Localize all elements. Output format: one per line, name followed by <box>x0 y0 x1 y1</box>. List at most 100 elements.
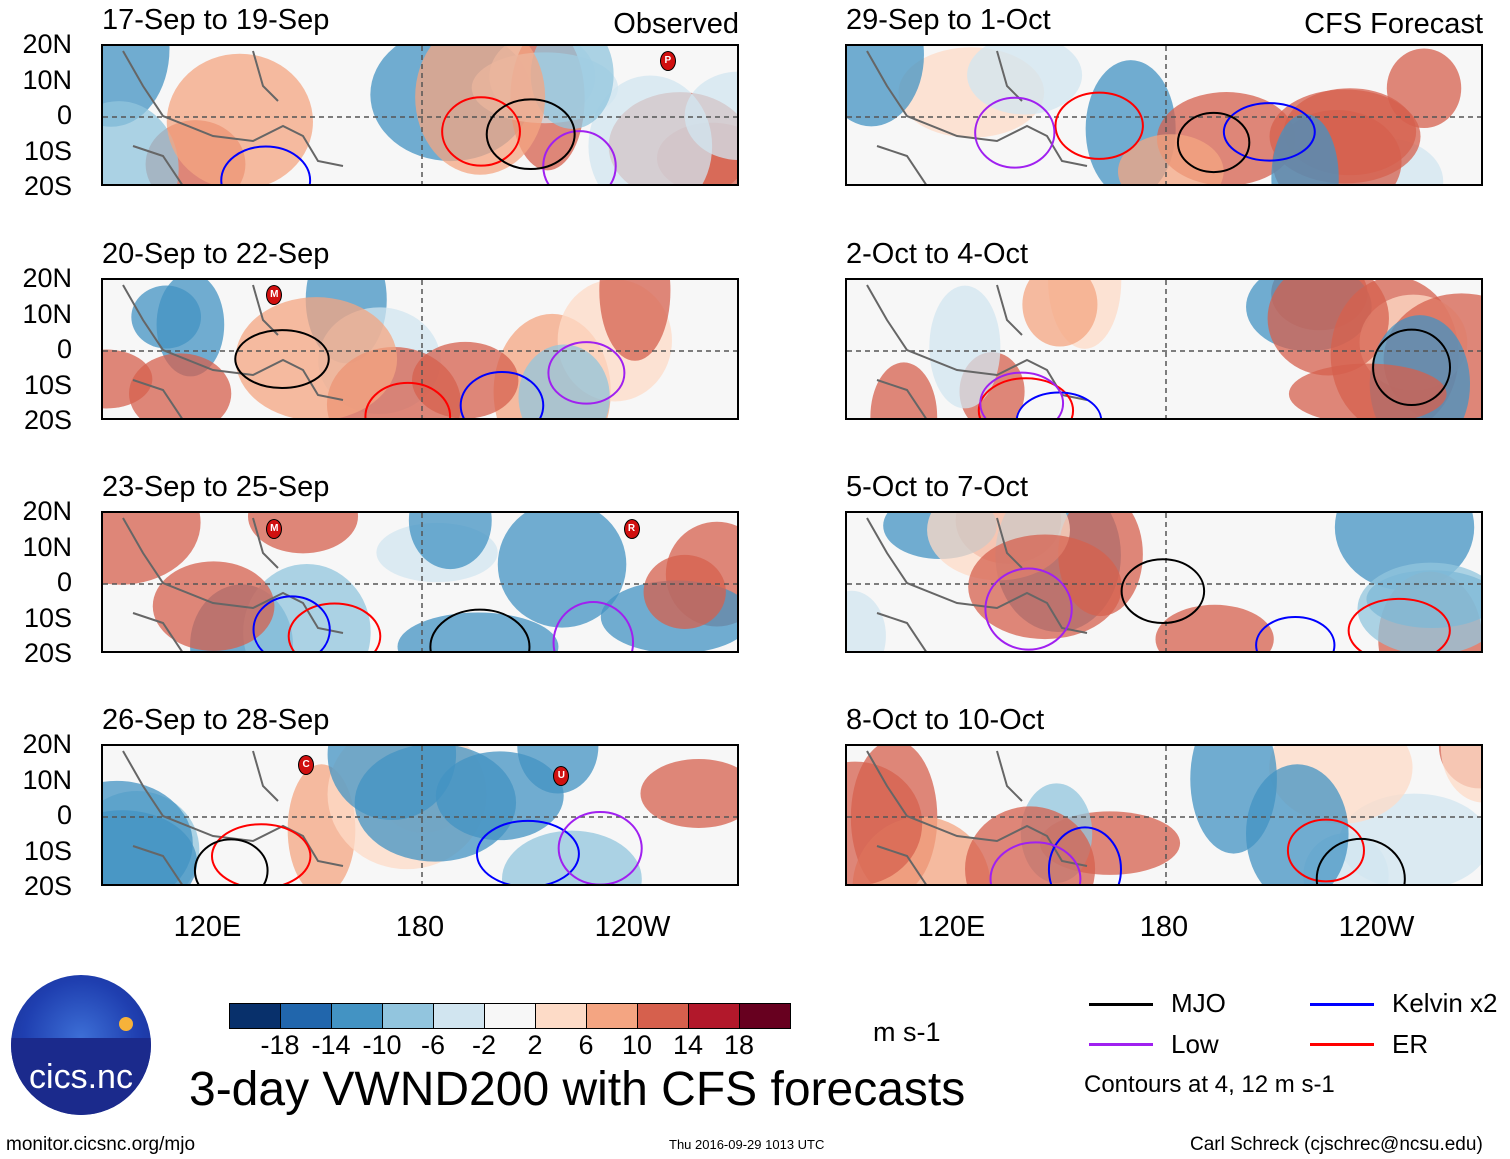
panel-title: 5-Oct to 7-Oct <box>846 471 1029 503</box>
lat-tick-label: 20N <box>22 263 72 293</box>
map-panel <box>101 744 739 886</box>
wave-contour <box>977 377 1075 418</box>
lat-tick-label: 20N <box>22 29 72 59</box>
legend-label-low: Low <box>1171 1029 1219 1059</box>
wave-contour <box>1286 818 1365 883</box>
wave-contour <box>984 567 1073 651</box>
legend-line-er <box>1310 1043 1374 1046</box>
logo-text: cics.nc <box>29 1058 133 1096</box>
colorbar-swatch <box>281 1004 332 1028</box>
wind-anomaly-blob <box>103 513 201 585</box>
contours-note: Contours at 4, 12 m s-1 <box>1084 1071 1335 1098</box>
footer-author: Carl Schreck (cjschrec@ncsu.edu) <box>1190 1134 1483 1155</box>
wave-contour <box>1222 102 1316 162</box>
wind-anomaly-blob <box>166 53 313 184</box>
wave-contour <box>1347 597 1451 651</box>
lon-tick-label: 120E <box>173 911 242 943</box>
colorbar-swatch <box>230 1004 281 1028</box>
colorbar-label: 6 <box>578 1030 594 1060</box>
panel-title: 17-Sep to 19-Sep <box>102 4 330 36</box>
colorbar-label: 18 <box>723 1030 755 1060</box>
colorbar-swatch <box>740 1004 790 1028</box>
wave-contour <box>1315 837 1406 884</box>
wind-anomaly-blob <box>847 590 886 651</box>
map-panel <box>101 278 739 420</box>
lat-tick-label: 20S <box>23 405 72 435</box>
lat-tick-label: 20S <box>23 171 72 201</box>
lat-tick-label: 20S <box>23 638 72 668</box>
wave-contour <box>475 819 580 884</box>
wind-anomaly-blob <box>643 554 726 629</box>
lat-tick-label: 0 <box>56 334 72 364</box>
wave-contour <box>210 823 312 884</box>
logo-sun-icon <box>119 1017 133 1031</box>
tropical-cyclone-icon: M <box>266 284 283 305</box>
wave-contour <box>193 838 269 884</box>
lon-tick-label: 120W <box>1338 911 1415 943</box>
wind-anomaly-blob <box>103 810 198 884</box>
tropical-cyclone-icon: C <box>298 754 315 775</box>
coastline <box>122 750 344 884</box>
lat-tick-label: 0 <box>56 100 72 130</box>
column-tag: CFS Forecast <box>1304 8 1483 40</box>
logo-mountains <box>11 1038 151 1115</box>
lat-tick-label: 0 <box>56 567 72 597</box>
wave-contour <box>1372 328 1452 407</box>
lat-tick-label: 0 <box>56 800 72 830</box>
tropical-cyclone-icon: R <box>623 519 640 540</box>
wind-anomaly-blob <box>530 46 614 129</box>
colorbar-label: -10 <box>362 1030 402 1060</box>
wave-contour <box>989 841 1082 884</box>
panel-title: 20-Sep to 22-Sep <box>102 238 330 270</box>
lat-tick-label: 20N <box>22 496 72 526</box>
wind-anomaly-blob <box>497 513 627 628</box>
map-panel <box>845 278 1483 420</box>
wave-contour <box>252 595 331 651</box>
wind-anomaly-blob <box>502 830 642 884</box>
wind-anomaly-blob <box>412 341 519 418</box>
footer-url: monitor.cicsnc.org/mjo <box>6 1134 196 1155</box>
wave-contour <box>485 98 576 171</box>
column-tag: Observed <box>613 8 739 40</box>
lat-tick-label: 10N <box>22 764 72 795</box>
wave-contour <box>547 341 626 405</box>
map-panel <box>845 44 1483 186</box>
wave-contour <box>220 145 312 184</box>
wind-anomaly-blob <box>1440 746 1481 803</box>
coastline <box>866 750 1088 884</box>
lat-tick-label: 10S <box>23 602 72 633</box>
cics-logo: cics.nc <box>11 975 151 1115</box>
wind-anomaly-blob <box>929 285 1001 409</box>
lat-tick-label: 10S <box>23 835 72 866</box>
panel-title: 2-Oct to 4-Oct <box>846 238 1029 270</box>
wind-anomaly-blob <box>968 534 1122 640</box>
wind-anomaly-blob <box>235 297 398 418</box>
lat-tick-label: 20N <box>22 729 72 759</box>
colorbar-swatch <box>485 1004 536 1028</box>
wind-anomaly-blob <box>967 46 1083 115</box>
lat-tick-label: 10N <box>22 64 72 95</box>
wind-anomaly-blob <box>1117 134 1224 184</box>
footer-timestamp: Thu 2016-09-29 1013 UTC <box>669 1137 825 1152</box>
colorbar-swatch <box>587 1004 638 1028</box>
colorbar <box>229 1003 791 1029</box>
lat-tick-label: 10N <box>22 298 72 329</box>
colorbar-label: -14 <box>311 1030 351 1060</box>
wind-anomaly-blob <box>103 101 179 184</box>
wind-anomaly-blob <box>588 75 713 184</box>
wave-contour <box>1176 111 1251 174</box>
wave-contour <box>441 96 521 167</box>
wind-anomaly-blob <box>243 564 371 651</box>
coastline <box>866 517 1088 651</box>
figure-title: 3-day VWND200 with CFS forecasts <box>189 1063 966 1116</box>
wind-anomaly-blob <box>870 362 938 418</box>
wave-contour <box>1047 826 1122 884</box>
wind-anomaly-blob <box>129 353 232 418</box>
wind-anomaly-blob <box>1246 764 1349 884</box>
colorbar-label: 14 <box>672 1030 704 1060</box>
wave-contour <box>429 608 531 651</box>
panel-title: 26-Sep to 28-Sep <box>102 704 330 736</box>
wind-anomaly-blob <box>1022 280 1098 347</box>
legend-label-kelvin: Kelvin x2 <box>1392 988 1498 1018</box>
wave-contour <box>1015 391 1103 418</box>
